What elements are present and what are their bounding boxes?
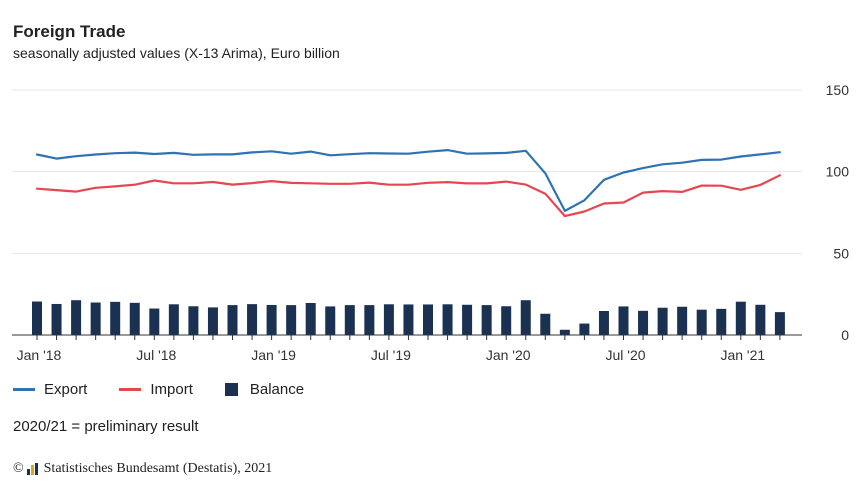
y-tick-label: 100 — [826, 164, 850, 180]
balance-bar — [168, 304, 179, 335]
x-tick-label: Jan '20 — [486, 347, 531, 363]
legend-label-import: Import — [150, 381, 193, 398]
balance-bar — [129, 302, 140, 335]
balance-bar — [481, 305, 492, 335]
copyright-icon: © — [13, 461, 24, 476]
balance-bar — [188, 306, 199, 335]
legend-item-export[interactable]: Export — [13, 381, 87, 398]
balance-bar — [149, 308, 160, 335]
balance-bar — [305, 302, 316, 335]
y-tick-label: 50 — [833, 245, 849, 261]
balance-bar — [364, 305, 375, 335]
balance-swatch — [224, 383, 238, 396]
balance-bar — [383, 304, 394, 335]
source-credit-text: Statistisches Bundesamt (Destatis), 2021 — [43, 461, 273, 476]
x-tick-label: Jul '18 — [136, 347, 176, 363]
import-swatch — [119, 388, 142, 391]
balance-bar — [32, 301, 42, 335]
balance-bar — [286, 305, 297, 335]
balance-bar — [598, 310, 609, 335]
legend: Export Import Balance — [13, 381, 336, 398]
y-tick-label: 0 — [841, 327, 849, 343]
x-tick-label: Jan '19 — [251, 347, 296, 363]
balance-bar — [677, 306, 688, 335]
balance-bar — [442, 304, 453, 335]
balance-bar — [51, 303, 62, 335]
balance-bar — [501, 306, 512, 335]
x-tick-label: Jul '20 — [605, 347, 645, 363]
x-tick-label: Jan '21 — [720, 347, 765, 363]
chart-subtitle: seasonally adjusted values (X-13 Arima),… — [13, 45, 340, 61]
balance-bar — [657, 307, 668, 335]
chart-plot: 0 50 100 150 Jan '18 Jul '18 Jan '19 Jul '19 Jan… — [12, 82, 850, 363]
balance-bar — [344, 305, 355, 335]
balance-bar — [774, 312, 785, 335]
balance-bar — [207, 307, 218, 335]
source-credit: © Statistisches Bundesamt (Destatis), 20… — [13, 461, 272, 477]
chart-title: Foreign Trade — [13, 22, 126, 41]
legend-item-balance[interactable]: Balance — [224, 381, 305, 398]
balance-bar — [559, 329, 570, 335]
x-tick-label: Jul '19 — [371, 347, 411, 363]
balance-bar — [520, 300, 531, 335]
balance-bar — [755, 304, 766, 335]
balance-bar — [638, 310, 649, 335]
balance-bar — [247, 304, 258, 335]
balance-bar — [462, 304, 473, 335]
balance-bar — [71, 300, 82, 335]
balance-bar — [716, 308, 727, 335]
balance-bar — [325, 306, 336, 335]
footnote: 2020/21 = preliminary result — [13, 418, 199, 435]
balance-bar — [90, 302, 101, 335]
balance-bar — [540, 313, 551, 335]
export-line — [35, 149, 782, 212]
balance-bar — [735, 301, 746, 335]
balance-bar — [227, 305, 238, 335]
balance-bar — [423, 304, 433, 335]
destatis-logo-icon — [26, 463, 39, 475]
balance-bar — [403, 304, 414, 335]
import-line — [35, 174, 782, 218]
export-swatch — [13, 388, 35, 391]
balance-bar — [579, 323, 590, 335]
legend-item-import[interactable]: Import — [119, 381, 193, 398]
legend-label-export: Export — [44, 381, 88, 398]
y-tick-label: 150 — [826, 82, 850, 98]
balance-bar — [266, 304, 277, 335]
balance-bar — [618, 306, 629, 335]
balance-bar — [696, 309, 707, 335]
legend-label-balance: Balance — [249, 381, 305, 398]
balance-bar — [110, 301, 121, 335]
x-tick-label: Jan '18 — [17, 347, 62, 363]
